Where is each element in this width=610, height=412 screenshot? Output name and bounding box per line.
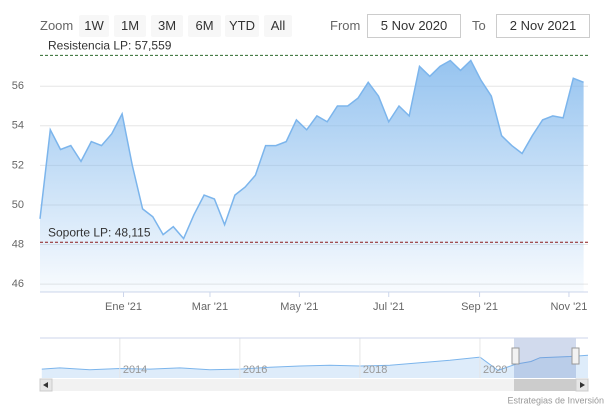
y-tick-label: 56 [12, 80, 24, 92]
to-label: To [472, 18, 486, 33]
range-button[interactable]: 1W [79, 15, 109, 37]
range-button[interactable]: 3M [151, 15, 183, 37]
x-tick-label: Nov '21 [550, 301, 587, 313]
y-tick-label: 50 [12, 199, 24, 211]
area-fill [40, 60, 584, 292]
range-button[interactable]: All [264, 15, 292, 37]
y-tick-label: 46 [12, 278, 24, 290]
navigator-tick-label: 2020 [483, 364, 507, 376]
x-tick-label: Sep '21 [461, 301, 498, 313]
line [39, 59, 584, 240]
zoom-label: Zoom [40, 18, 74, 33]
scrollbar-track[interactable] [40, 379, 588, 391]
range-button[interactable]: 1M [114, 15, 146, 37]
arrow-icon [43, 382, 48, 388]
arrow-icon [580, 382, 585, 388]
navigator-line [41, 354, 589, 371]
y-tick-label: 52 [12, 159, 24, 171]
y-tick-label: 48 [12, 238, 24, 250]
plot-line-label: Soporte LP: 48,115 [48, 225, 151, 239]
x-tick-label: Mar '21 [192, 301, 228, 313]
scrollbar-thumb[interactable] [514, 379, 576, 391]
navigator-selection[interactable] [514, 338, 576, 378]
navigator-area [41, 355, 589, 378]
x-tick-label: Ene '21 [105, 301, 142, 313]
x-tick-label: May '21 [280, 301, 318, 313]
plot-line-label: Resistencia LP: 57,559 [48, 39, 172, 53]
y-tick-label: 54 [12, 120, 24, 132]
navigator-handle[interactable] [571, 347, 580, 365]
navigator-tick-label: 2018 [363, 364, 387, 376]
to-input[interactable]: 2 Nov 2021 [496, 14, 590, 38]
from-label: From [330, 18, 361, 33]
range-button[interactable]: YTD [225, 15, 259, 37]
from-input[interactable]: 5 Nov 2020 [367, 14, 461, 38]
range-button[interactable]: 6M [188, 15, 221, 37]
navigator-tick-label: 2014 [123, 364, 147, 376]
credits: Estrategias de Inversión [507, 395, 604, 405]
x-tick-label: Jul '21 [373, 301, 404, 313]
navigator-handle[interactable] [511, 347, 520, 365]
navigator-tick-label: 2016 [243, 364, 267, 376]
